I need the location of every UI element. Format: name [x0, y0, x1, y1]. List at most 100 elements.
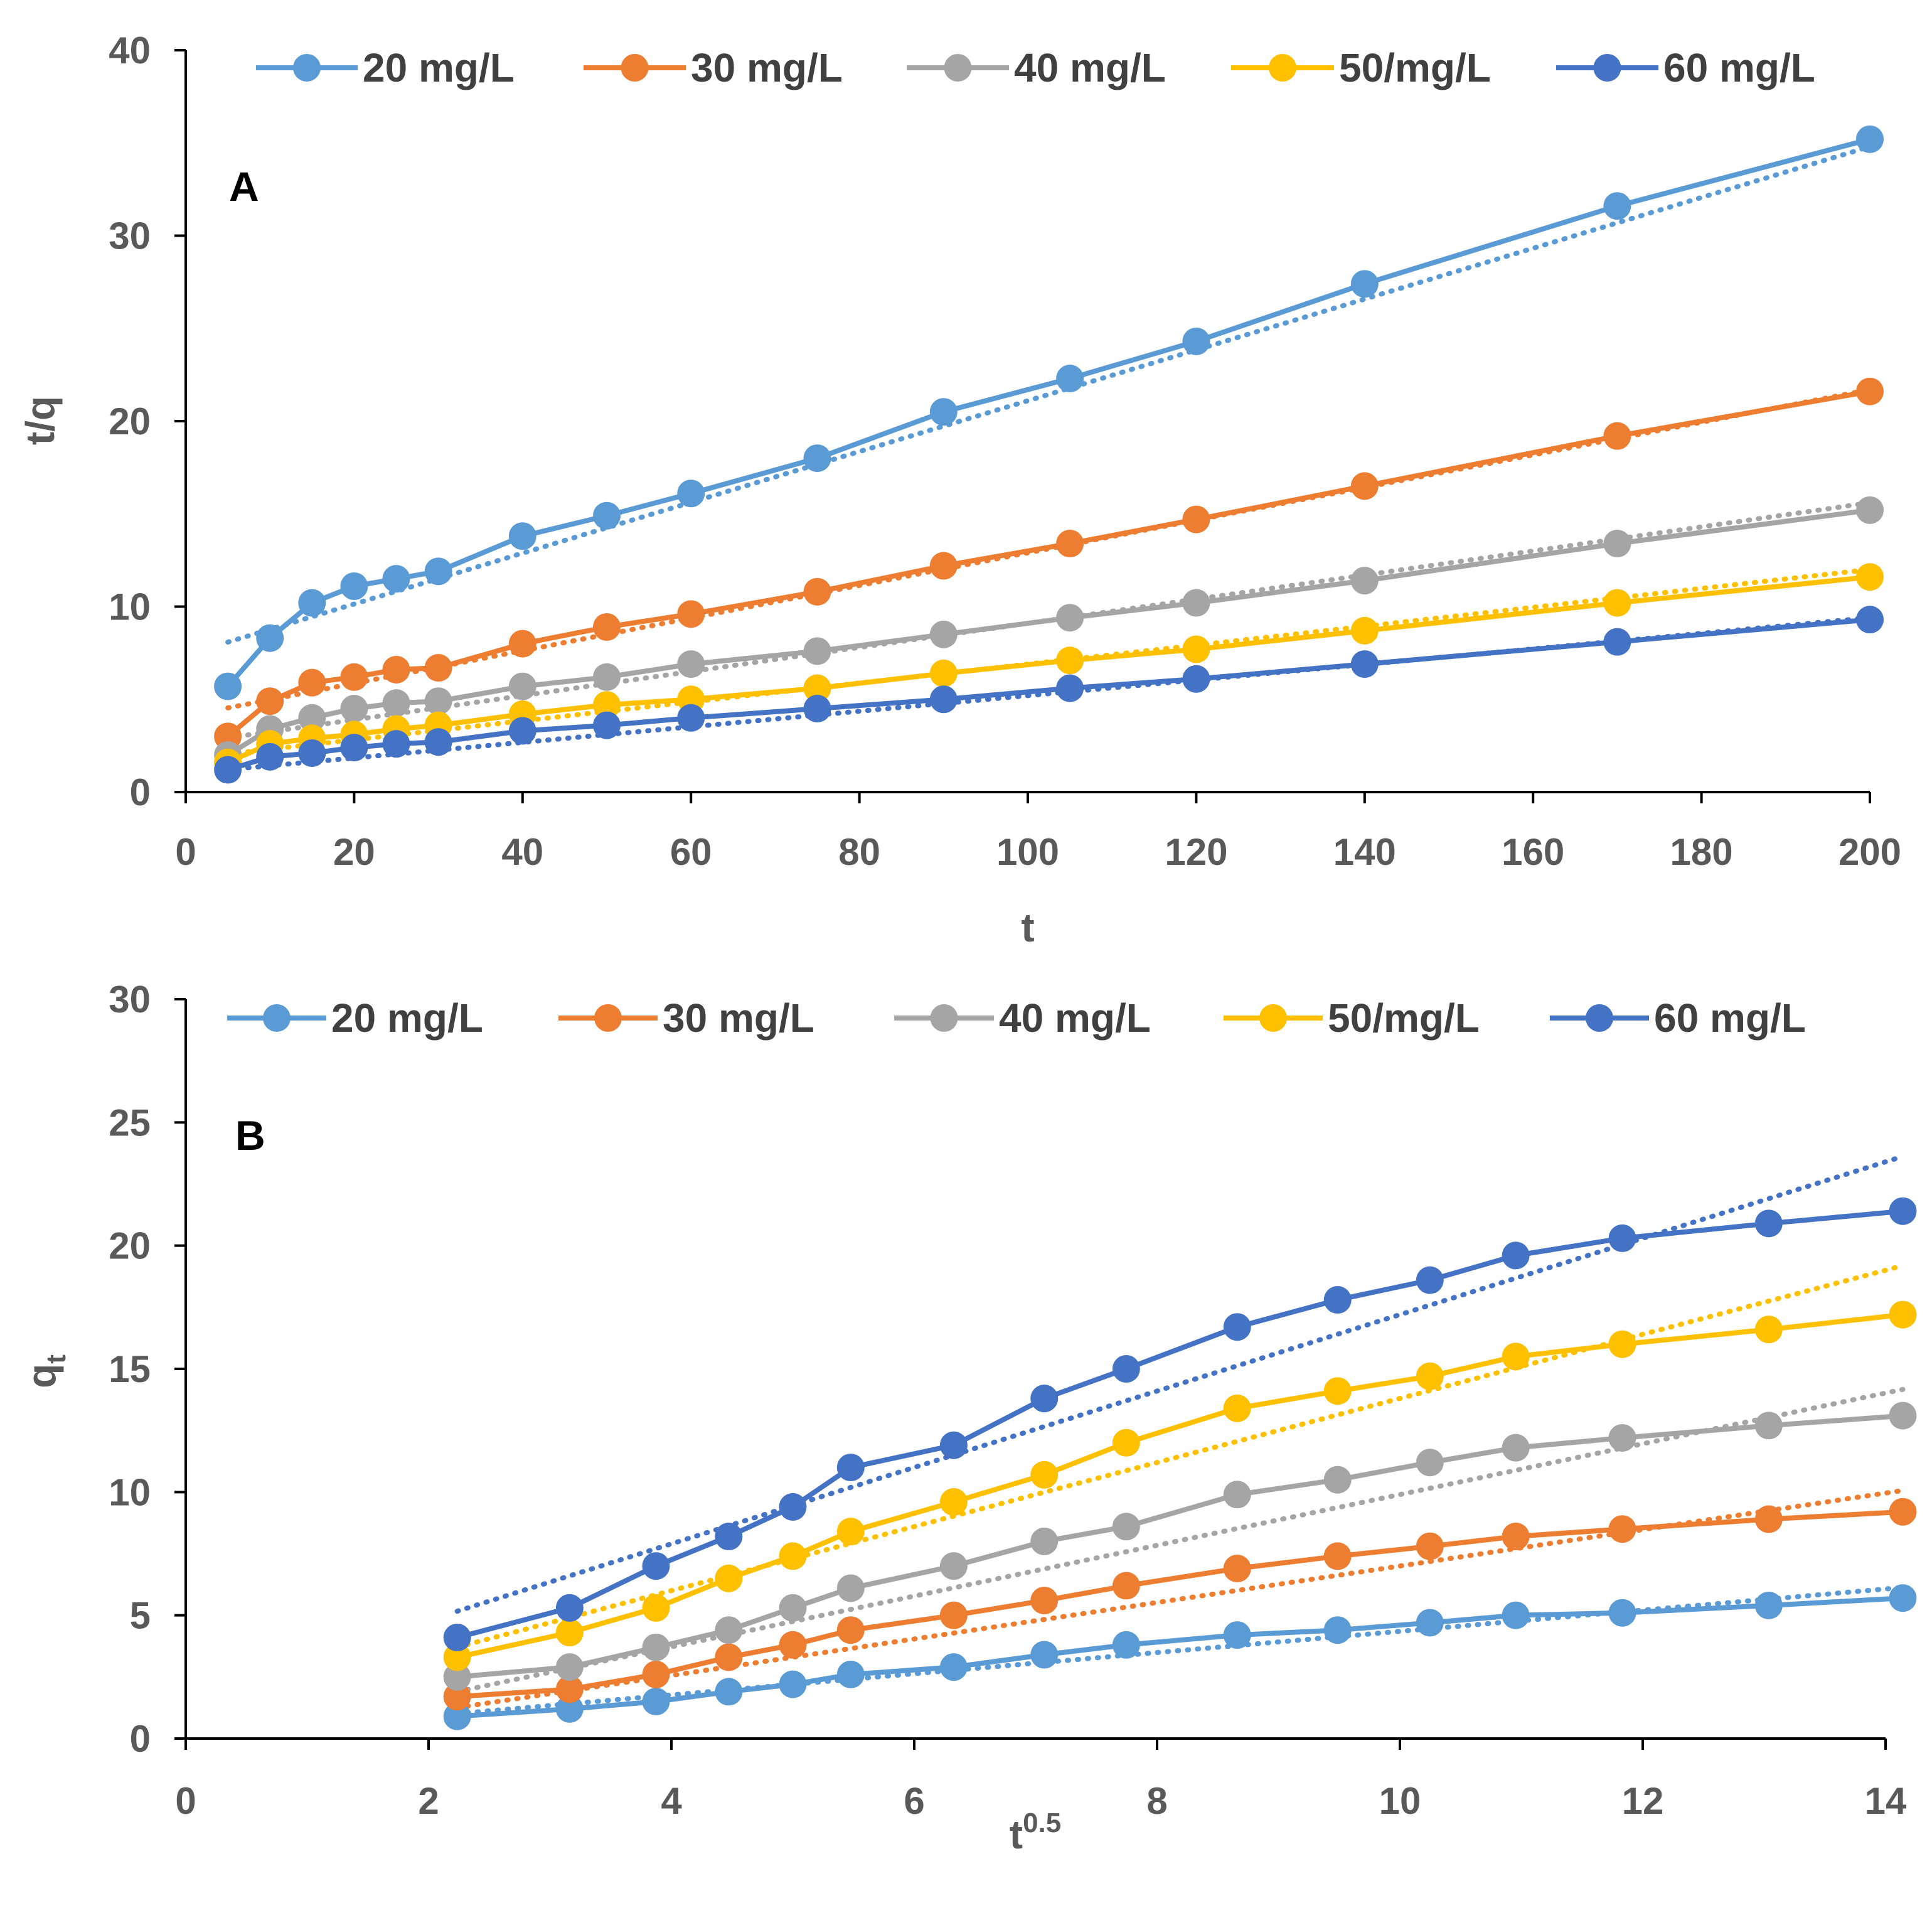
data-point-30-mg-l — [593, 613, 621, 641]
data-point-60-mg-l — [939, 1431, 968, 1459]
data-point-30-mg-l — [443, 1683, 471, 1711]
data-point-50-mg-l — [836, 1518, 865, 1546]
x-axis-title: t — [1021, 905, 1034, 950]
series-line-40-mg-l — [457, 1413, 1903, 1680]
y-tick-label: 30 — [109, 978, 151, 1021]
y-tick-label: 25 — [109, 1101, 151, 1144]
data-point-60-mg-l — [214, 756, 242, 784]
data-point-20-mg-l — [1603, 192, 1631, 220]
legend-label: 30 mg/L — [691, 45, 843, 90]
data-point-60-mg-l — [1889, 1197, 1917, 1225]
data-point-60-mg-l — [256, 742, 284, 771]
panel-letter: B — [235, 1112, 265, 1159]
data-point-40-mg-l — [939, 1552, 968, 1580]
data-point-20-mg-l — [642, 1688, 670, 1716]
data-point-20-mg-l — [1223, 1621, 1251, 1649]
data-point-50-mg-l — [1416, 1362, 1444, 1390]
data-point-30-mg-l — [677, 600, 705, 628]
series-line-30-mg-l — [457, 1509, 1903, 1700]
y-axis-title-subscript: t — [41, 1354, 72, 1364]
legend-entry: 60 mg/L — [1550, 995, 1806, 1041]
data-point-40-mg-l — [1030, 1527, 1059, 1555]
trendline-20-mg-l — [225, 144, 1872, 645]
data-point-20-mg-l — [340, 572, 368, 600]
data-point-40-mg-l — [340, 695, 368, 723]
data-point-30-mg-l — [1056, 530, 1084, 558]
data-point-20-mg-l — [803, 444, 831, 473]
data-point-40-mg-l — [803, 637, 831, 665]
x-axis-title-superscript: 0.5 — [1023, 1808, 1061, 1838]
y-tick-label: 0 — [130, 771, 151, 813]
data-point-40-mg-l — [508, 672, 536, 700]
legend-entry: 30 mg/L — [558, 995, 814, 1041]
data-point-40-mg-l — [1502, 1434, 1530, 1462]
data-point-40-mg-l — [1223, 1481, 1251, 1509]
data-point-40-mg-l — [836, 1574, 865, 1602]
data-point-50-mg-l — [1603, 589, 1631, 617]
data-point-40-mg-l — [677, 650, 705, 678]
data-point-50-mg-l — [642, 1594, 670, 1622]
x-tick-label: 2 — [418, 1780, 439, 1822]
data-point-30-mg-l — [1030, 1587, 1059, 1615]
data-point-40-mg-l — [593, 663, 621, 691]
data-point-60-mg-l — [929, 685, 958, 714]
data-point-60-mg-l — [1754, 1209, 1783, 1238]
x-tick-label: 40 — [501, 831, 543, 873]
series-line-20-mg-l — [457, 1595, 1903, 1719]
data-point-50-mg-l — [939, 1488, 968, 1516]
data-point-30-mg-l — [555, 1675, 584, 1703]
data-point-40-mg-l — [1416, 1449, 1444, 1477]
data-point-40-mg-l — [555, 1653, 584, 1681]
data-point-30-mg-l — [340, 663, 368, 691]
legend-label: 20 mg/L — [363, 45, 515, 90]
legend-swatch-marker — [293, 54, 321, 82]
data-point-50-mg-l — [555, 1619, 584, 1647]
data-point-60-mg-l — [1030, 1385, 1059, 1413]
data-point-60-mg-l — [1223, 1313, 1251, 1341]
data-point-30-mg-l — [1754, 1505, 1783, 1533]
y-tick-label: 30 — [109, 215, 151, 257]
x-tick-label: 140 — [1333, 831, 1396, 873]
data-point-30-mg-l — [1350, 472, 1379, 500]
data-point-50-mg-l — [1323, 1377, 1352, 1405]
data-point-30-mg-l — [1223, 1555, 1251, 1583]
legend-label: 50/mg/L — [1328, 995, 1480, 1041]
data-point-60-mg-l — [1416, 1266, 1444, 1294]
y-axis-title-text: q — [19, 1364, 64, 1388]
data-point-60-mg-l — [443, 1624, 471, 1652]
legend-entry: 40 mg/L — [907, 45, 1166, 90]
data-point-60-mg-l — [555, 1594, 584, 1622]
data-point-30-mg-l — [642, 1660, 670, 1688]
data-point-50-mg-l — [1112, 1428, 1140, 1457]
data-point-30-mg-l — [382, 655, 410, 683]
data-point-60-mg-l — [779, 1493, 807, 1521]
legend-label: 30 mg/L — [663, 995, 814, 1041]
data-point-60-mg-l — [1608, 1224, 1636, 1252]
data-point-30-mg-l — [1856, 377, 1884, 405]
data-point-60-mg-l — [593, 711, 621, 739]
data-point-30-mg-l — [939, 1601, 968, 1629]
x-tick-label: 120 — [1165, 831, 1227, 873]
x-tick-label: 200 — [1839, 831, 1901, 873]
data-point-40-mg-l — [1112, 1513, 1140, 1541]
data-point-20-mg-l — [1889, 1584, 1917, 1612]
x-tick-label: 6 — [904, 1780, 924, 1822]
data-point-50-mg-l — [779, 1542, 807, 1570]
data-point-40-mg-l — [1608, 1423, 1636, 1452]
data-point-20-mg-l — [1030, 1641, 1059, 1669]
data-point-20-mg-l — [1350, 270, 1379, 298]
data-point-30-mg-l — [508, 630, 536, 658]
data-point-30-mg-l — [929, 552, 958, 580]
data-point-60-mg-l — [1056, 674, 1084, 702]
data-point-40-mg-l — [1889, 1402, 1917, 1430]
series-line-20-mg-l — [226, 136, 1871, 689]
x-tick-label: 160 — [1502, 831, 1564, 873]
data-point-50-mg-l — [1350, 616, 1379, 645]
data-point-40-mg-l — [929, 620, 958, 648]
data-point-30-mg-l — [1502, 1523, 1530, 1551]
data-point-20-mg-l — [508, 522, 536, 550]
legend-swatch-marker — [1586, 1004, 1613, 1032]
data-point-60-mg-l — [382, 730, 410, 758]
x-tick-label: 100 — [996, 831, 1059, 873]
